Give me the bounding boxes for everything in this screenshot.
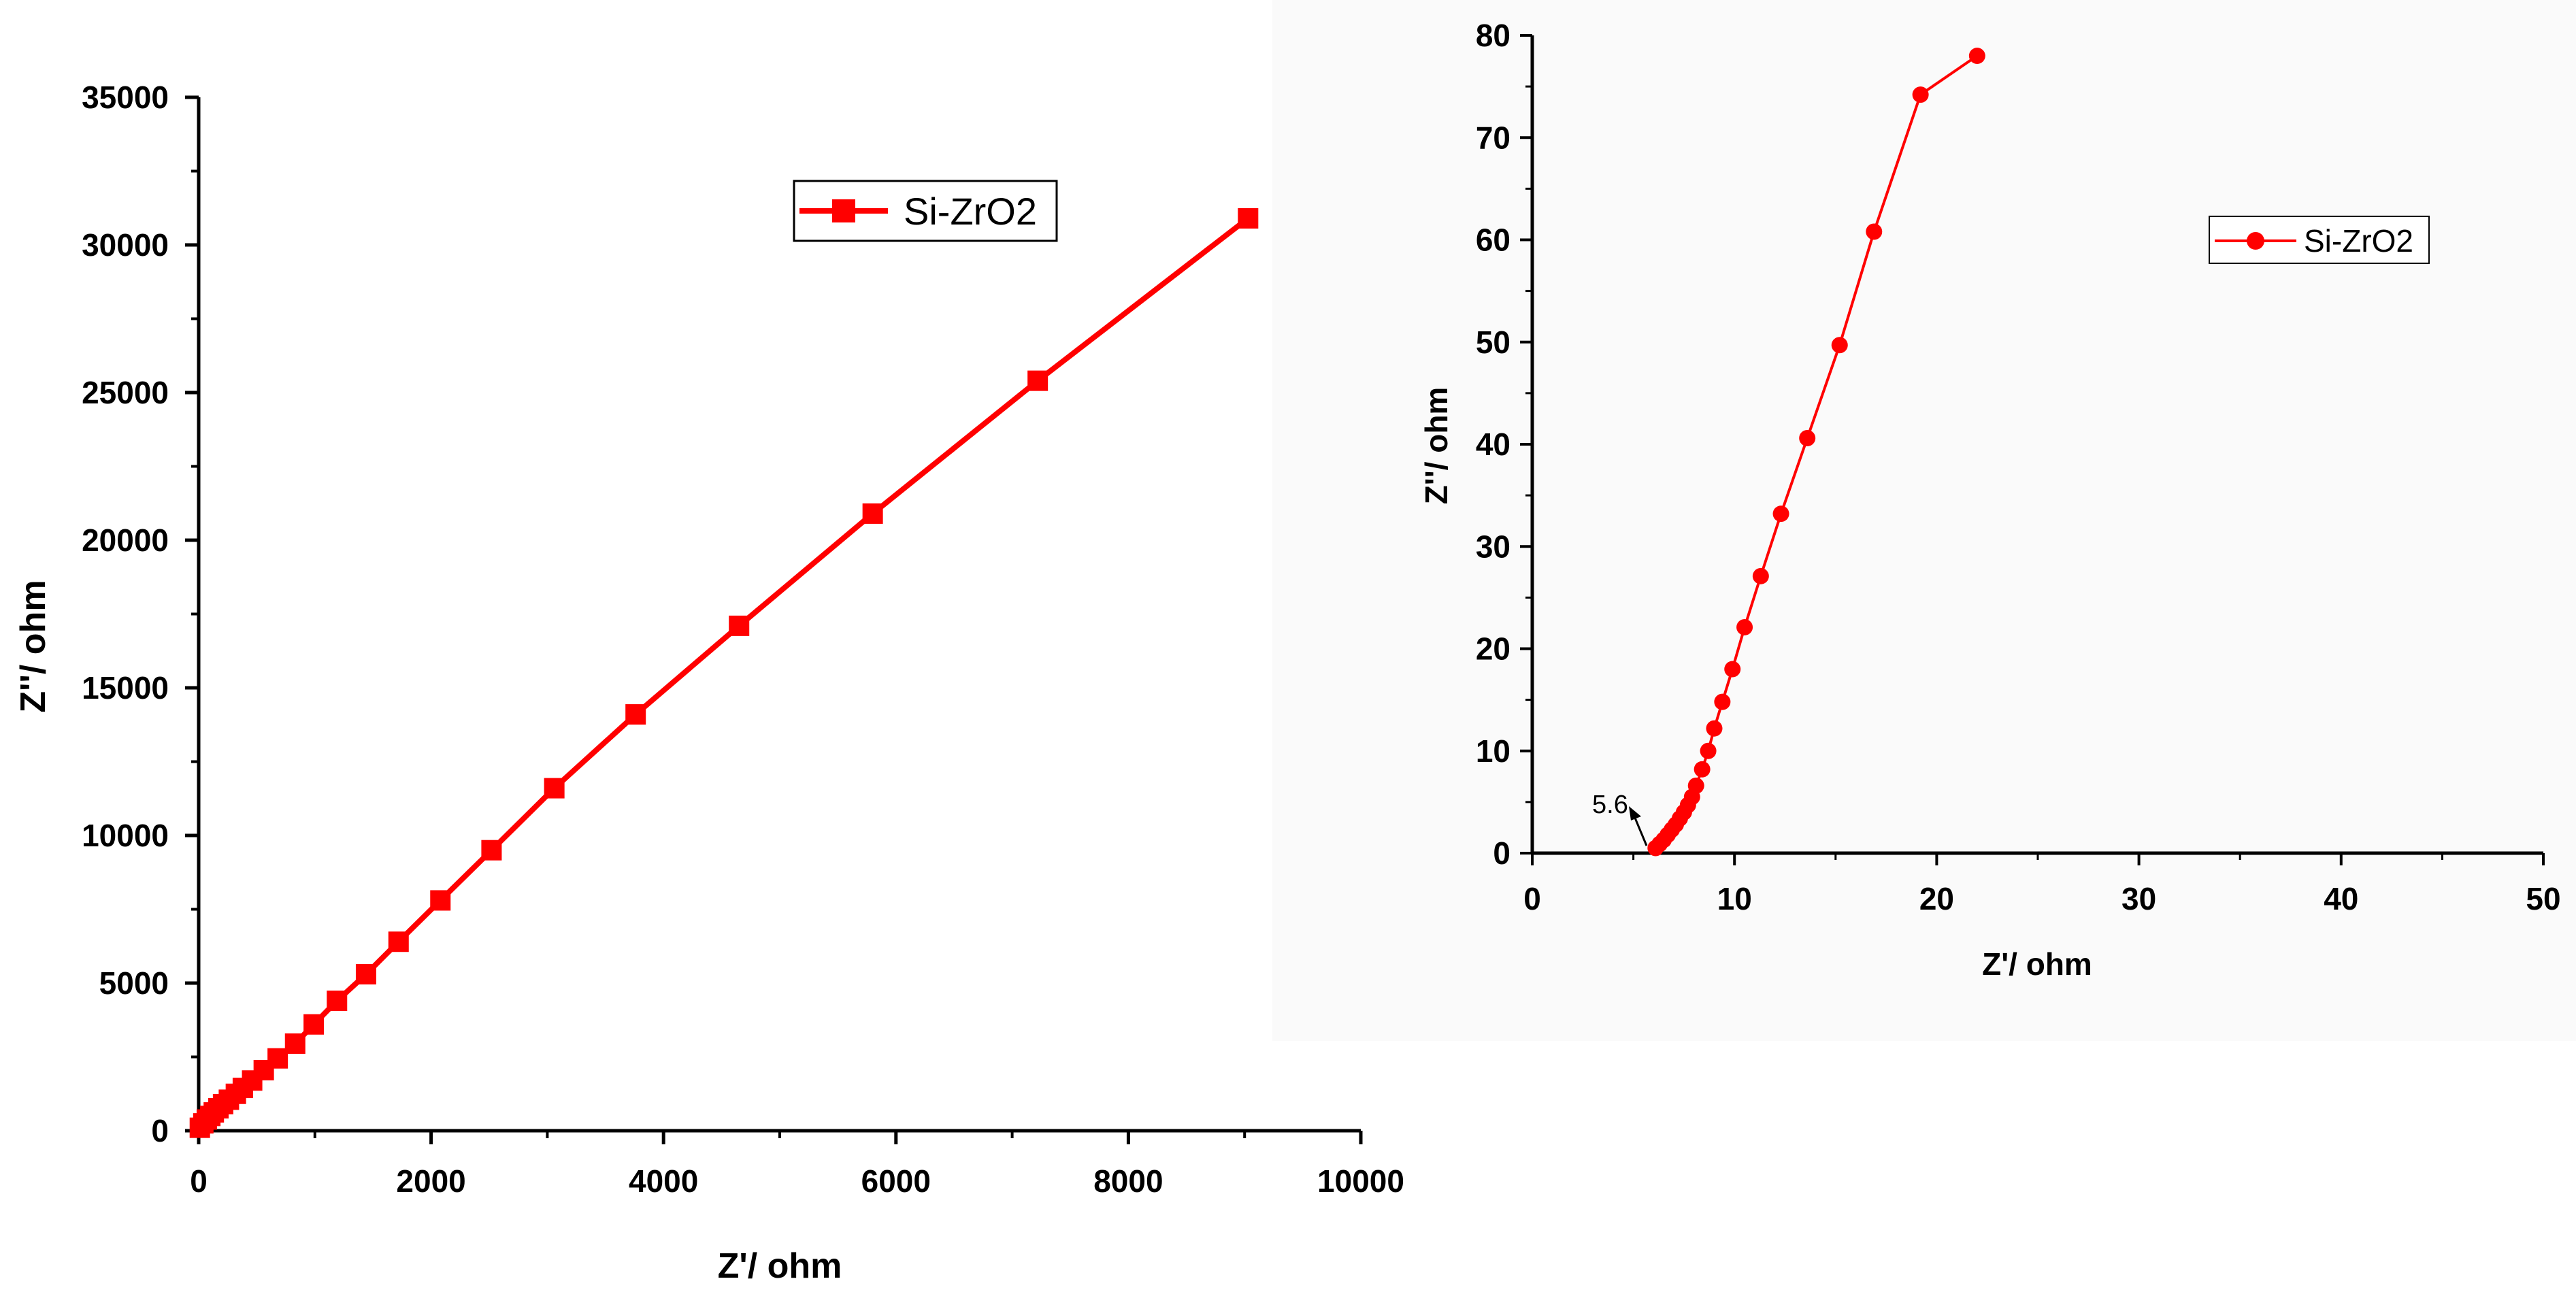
right-data-point [1831,337,1848,354]
right-legend-label: Si-ZrO2 [2304,223,2413,259]
right-x-tick-label: 10 [1717,881,1752,916]
right-data-point [1700,742,1717,759]
right-data-point [1714,693,1731,710]
annotation-arrowhead [1629,806,1641,820]
right-series [1647,48,1985,857]
right-annotation: 5.6 [1592,791,1648,846]
right-y-tick-label: 80 [1476,18,1510,53]
right-y-tick-label: 40 [1476,427,1510,462]
right-y-tick-label: 10 [1476,733,1510,769]
right-x-tick-label: 0 [1523,881,1541,916]
right-y-tick-label: 60 [1476,222,1510,258]
right-x-tick-label: 30 [2121,881,2156,916]
left-series [189,208,1259,1138]
left-x-tick-label: 2000 [396,1163,465,1199]
right-x-tick-label: 50 [2526,881,2560,916]
left-chart: 0 2000 4000 6000 8000 10000 0 5000 10000 15000 200… [14,80,1404,1286]
right-y-tick-label: 50 [1476,325,1510,360]
right-y-tick-label: 70 [1476,120,1510,155]
left-data-point [388,931,409,952]
right-x-tick-label: 40 [2324,881,2358,916]
left-data-point [1238,208,1259,229]
left-data-point [1027,370,1048,391]
left-y-tick-label: 0 [151,1113,169,1148]
left-legend: Si-ZrO2 [793,180,1058,242]
left-data-point [355,963,376,984]
left-legend-label: Si-ZrO2 [904,190,1037,233]
left-y-tick-label: 5000 [99,965,169,1001]
left-x-tick-label: 8000 [1093,1163,1163,1199]
left-data-point [625,704,646,725]
left-y-tick-label: 15000 [82,670,169,706]
right-data-point [1799,429,1816,446]
left-ticks: 0 2000 4000 6000 8000 10000 0 5000 10000 15000 200… [82,80,1404,1199]
right-x-tick-label: 20 [1919,881,1954,916]
right-panel-background [1272,0,2576,1041]
left-y-tick-label: 10000 [82,818,169,853]
left-data-point [729,615,750,636]
right-data-point [1706,720,1723,737]
right-data-point [1968,48,1985,65]
left-data-point [327,991,348,1012]
right-ticks: 0 10 20 30 40 50 0 10 20 30 40 50 60 70 80 [1476,18,2561,916]
left-data-point [303,1014,325,1035]
left-legend-marker [832,199,855,222]
right-data-point [1772,505,1789,522]
right-chart: 0 10 20 30 40 50 0 10 20 30 40 50 60 70 80 Z'/ ohm Z''… [1419,18,2561,982]
right-legend: Si-ZrO2 [2209,216,2430,264]
left-y-axis-title: Z''/ ohm [14,580,53,712]
left-y-tick-label: 25000 [82,375,169,410]
left-y-tick-label: 30000 [82,227,169,263]
right-y-axis-title: Z''/ ohm [1419,387,1454,505]
right-legend-marker [2247,232,2264,250]
right-y-tick-label: 30 [1476,529,1510,564]
left-x-tick-label: 4000 [629,1163,698,1199]
left-data-point [430,890,451,911]
annotation-5-6: 5.6 [1592,791,1628,819]
right-y-tick-label: 0 [1493,835,1510,871]
left-y-tick-label: 35000 [82,80,169,115]
left-x-tick-label: 10000 [1317,1163,1404,1199]
right-data-point [1912,86,1929,103]
right-x-axis-title: Z'/ ohm [1982,946,2092,982]
right-data-point [1694,761,1711,778]
right-data-point [1724,661,1741,678]
left-data-point [267,1048,288,1069]
right-data-point [1866,223,1883,240]
left-y-tick-label: 20000 [82,522,169,558]
left-data-point [284,1033,306,1054]
left-data-point [481,840,502,861]
right-data-point [1752,567,1769,584]
right-data-point [1687,777,1704,794]
left-data-point [544,778,565,799]
left-data-point [862,503,883,524]
left-x-tick-label: 0 [190,1163,208,1199]
left-x-axis-title: Z'/ ohm [718,1246,842,1286]
left-x-tick-label: 6000 [861,1163,931,1199]
right-data-point [1736,618,1753,635]
right-y-tick-label: 20 [1476,631,1510,667]
left-series-line [197,216,1250,1130]
